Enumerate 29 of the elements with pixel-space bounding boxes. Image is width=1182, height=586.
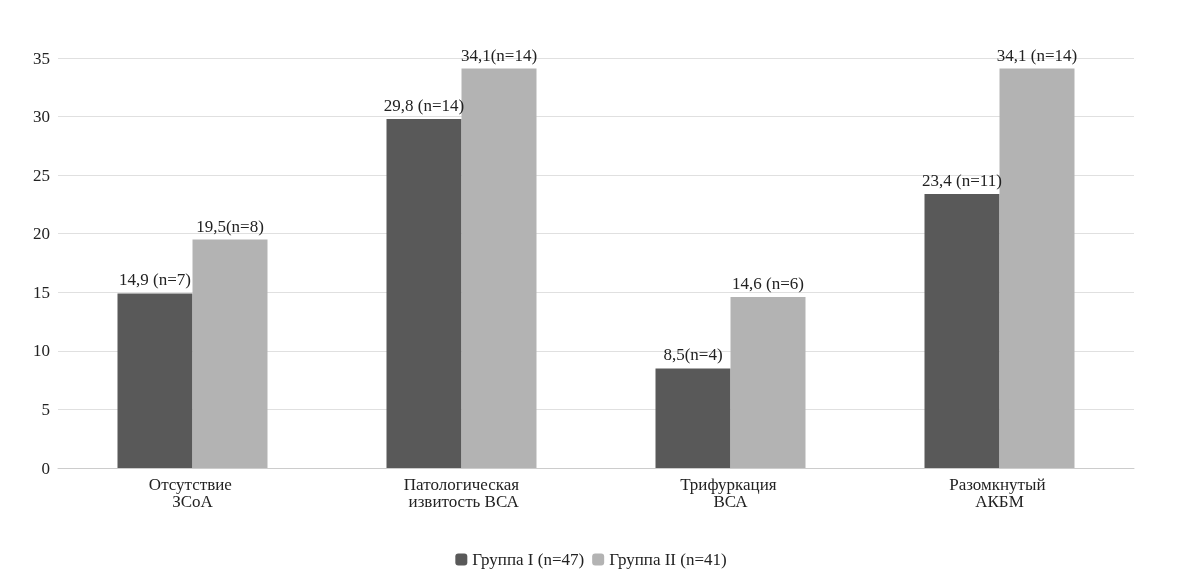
data-label: 19,5(n=8)	[196, 216, 264, 236]
data-label: 14,6 (n=6)	[732, 273, 804, 293]
bar	[730, 296, 806, 468]
y-tick-label: 30	[33, 107, 50, 127]
y-tick-label: 15	[33, 282, 50, 302]
data-label: 34,1 (n=14)	[996, 45, 1078, 65]
bar	[655, 368, 731, 468]
data-label: 23,4 (n=11)	[922, 170, 1002, 190]
x-tick-label: Разомкнутый АКБМ	[949, 475, 1050, 511]
bar	[117, 293, 193, 468]
x-tick-label: Патологическая извитость ВСА	[403, 475, 520, 511]
y-tick-label: 35	[33, 48, 50, 68]
bar	[192, 239, 268, 468]
data-label: 8,5(n=4)	[663, 345, 723, 365]
bar	[386, 118, 462, 468]
y-tick-label: 0	[41, 458, 50, 478]
data-label: 34,1(n=14)	[460, 45, 538, 65]
bar	[924, 193, 1000, 468]
legend-label: Группа I (n=47)	[472, 550, 585, 569]
x-tick-label: Отсутствие ЗСоА	[148, 475, 237, 511]
y-tick-label: 20	[33, 224, 50, 244]
legend-label: Группа II (n=41)	[609, 550, 727, 569]
y-tick-label: 10	[33, 341, 50, 361]
y-tick-label: 5	[41, 399, 50, 419]
data-label: 29,8 (n=14)	[383, 95, 465, 115]
bar	[999, 68, 1075, 468]
data-label: 14,9 (n=7)	[119, 270, 191, 290]
y-tick-label: 25	[33, 165, 50, 185]
x-tick-label: Трифуркация ВСА	[680, 475, 781, 511]
